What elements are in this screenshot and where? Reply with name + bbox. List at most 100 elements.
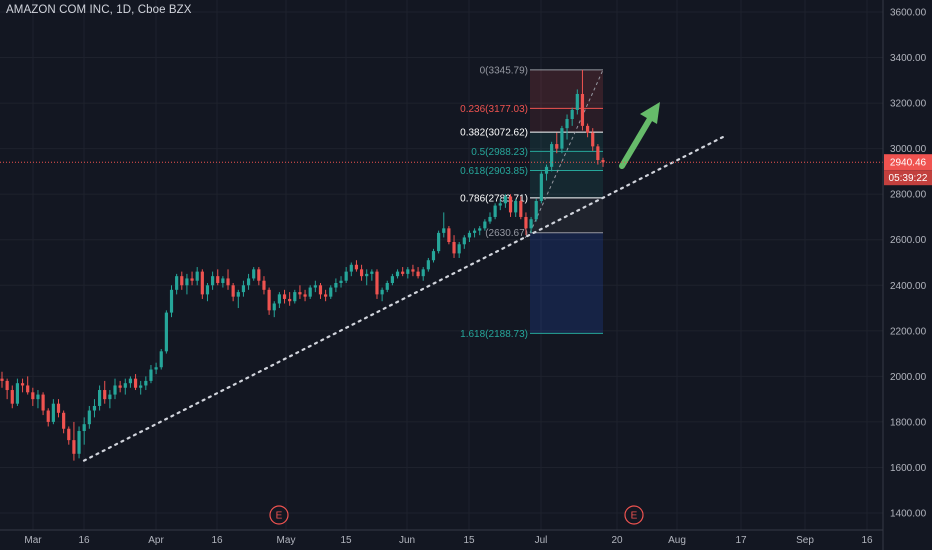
candle[interactable] xyxy=(375,269,379,299)
candle[interactable] xyxy=(498,198,502,211)
candle[interactable] xyxy=(298,285,302,299)
candle[interactable] xyxy=(493,203,497,220)
candle[interactable] xyxy=(452,235,456,258)
candle[interactable] xyxy=(288,292,292,306)
candle[interactable] xyxy=(123,378,127,395)
candle[interactable] xyxy=(395,269,400,279)
candle[interactable] xyxy=(221,276,225,288)
candle[interactable] xyxy=(585,123,590,138)
candle[interactable] xyxy=(77,426,81,459)
candle[interactable] xyxy=(159,349,163,370)
candle[interactable] xyxy=(31,387,35,406)
candle[interactable] xyxy=(431,248,436,263)
candle[interactable] xyxy=(560,125,564,154)
candle[interactable] xyxy=(272,301,276,318)
candle[interactable] xyxy=(200,269,204,299)
candle[interactable] xyxy=(426,257,430,272)
earnings-marker[interactable]: E xyxy=(624,505,644,525)
candle[interactable] xyxy=(226,269,230,290)
candle[interactable] xyxy=(62,410,66,434)
candle[interactable] xyxy=(252,267,256,281)
candle[interactable] xyxy=(98,385,102,411)
candle[interactable] xyxy=(282,289,287,304)
candle[interactable] xyxy=(354,260,359,272)
candle[interactable] xyxy=(128,376,133,388)
candle[interactable] xyxy=(591,128,595,151)
candle[interactable] xyxy=(580,69,585,131)
candle[interactable] xyxy=(36,390,40,409)
candle[interactable] xyxy=(175,273,179,295)
candle[interactable] xyxy=(467,230,472,243)
candle[interactable] xyxy=(231,282,235,302)
candle[interactable] xyxy=(421,267,425,281)
candle[interactable] xyxy=(401,267,405,277)
candle[interactable] xyxy=(15,378,20,406)
candle[interactable] xyxy=(380,287,384,302)
candle[interactable] xyxy=(514,198,518,217)
candle[interactable] xyxy=(365,269,369,286)
candle[interactable] xyxy=(205,282,210,302)
candle[interactable] xyxy=(267,287,271,315)
candle[interactable] xyxy=(10,385,14,409)
candle[interactable] xyxy=(56,399,61,418)
candle[interactable] xyxy=(344,267,348,283)
candle[interactable] xyxy=(0,371,4,388)
candle[interactable] xyxy=(550,141,554,172)
candle[interactable] xyxy=(26,376,30,395)
candle[interactable] xyxy=(359,264,364,281)
candle[interactable] xyxy=(555,132,559,154)
candle[interactable] xyxy=(144,376,148,391)
candle[interactable] xyxy=(82,417,86,445)
candle[interactable] xyxy=(442,212,446,238)
candle[interactable] xyxy=(416,267,420,279)
candle[interactable] xyxy=(390,273,394,286)
candle[interactable] xyxy=(457,242,461,258)
candle[interactable] xyxy=(483,219,487,231)
candle[interactable] xyxy=(313,280,317,293)
candle[interactable] xyxy=(519,196,523,220)
candle[interactable] xyxy=(472,228,477,238)
candle[interactable] xyxy=(72,421,76,461)
candle[interactable] xyxy=(406,267,410,279)
candle[interactable] xyxy=(46,408,50,427)
candle[interactable] xyxy=(544,164,549,181)
candle[interactable] xyxy=(447,226,451,245)
candle[interactable] xyxy=(349,262,353,277)
candle[interactable] xyxy=(195,267,199,286)
candle[interactable] xyxy=(596,144,600,165)
candle[interactable] xyxy=(67,426,71,445)
candle[interactable] xyxy=(241,280,246,297)
candle[interactable] xyxy=(180,271,184,290)
candle[interactable] xyxy=(149,364,153,384)
candle[interactable] xyxy=(462,235,466,249)
candle[interactable] xyxy=(154,362,158,375)
candle[interactable] xyxy=(529,216,533,233)
candle[interactable] xyxy=(51,399,55,425)
candle[interactable] xyxy=(539,171,543,204)
candle[interactable] xyxy=(329,285,333,299)
candle[interactable] xyxy=(139,380,143,395)
candle[interactable] xyxy=(185,273,189,295)
symbol-title[interactable]: AMAZON COM INC, 1D, Cboe BZX xyxy=(6,4,192,16)
price-axis-panel[interactable] xyxy=(883,0,932,550)
candle[interactable] xyxy=(508,194,513,217)
candle[interactable] xyxy=(411,264,415,277)
candle[interactable] xyxy=(246,273,251,290)
candle[interactable] xyxy=(575,89,579,115)
earnings-marker[interactable]: E xyxy=(269,505,289,525)
candle[interactable] xyxy=(20,378,25,393)
candle[interactable] xyxy=(488,212,492,224)
candle[interactable] xyxy=(565,114,569,140)
candle[interactable] xyxy=(318,282,323,299)
candle[interactable] xyxy=(41,392,45,416)
candle[interactable] xyxy=(524,212,528,236)
candle[interactable] xyxy=(262,276,266,295)
candle[interactable] xyxy=(118,380,122,393)
candle[interactable] xyxy=(437,230,441,254)
candle[interactable] xyxy=(370,269,374,281)
candle[interactable] xyxy=(92,399,97,418)
candle[interactable] xyxy=(534,198,538,222)
candle[interactable] xyxy=(257,267,261,286)
candle[interactable] xyxy=(478,226,482,236)
